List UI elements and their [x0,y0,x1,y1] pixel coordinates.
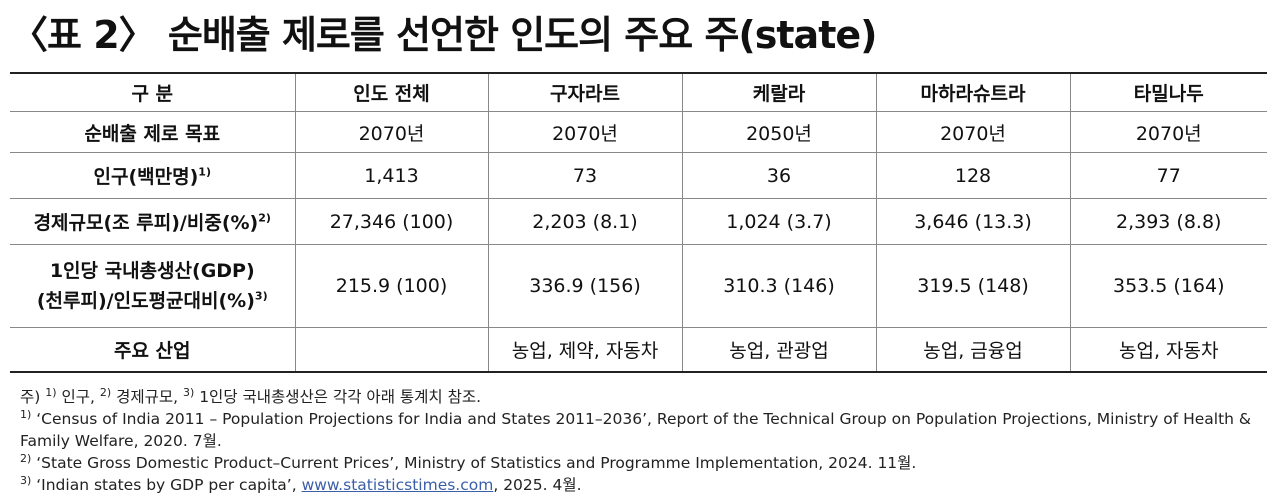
table-cell: 농업, 자동차 [1069,327,1267,373]
column-header: 케랄라 [681,72,877,112]
table-cell: 77 [1069,152,1267,199]
table-cell: 2070년 [1069,111,1267,153]
table-cell: 2,203 (8.1) [487,198,683,245]
table-cell [294,327,489,373]
table-cell: 36 [681,152,877,199]
table-cell: 319.5 (148) [875,244,1071,328]
table-cell: 2070년 [487,111,683,153]
table-cell: 2,393 (8.8) [1069,198,1267,245]
table-cell: 농업, 제약, 자동차 [487,327,683,373]
table-header-row: 구 분 인도 전체 구자라트 케랄라 마하라슈트라 타밀나두 [10,72,1267,112]
footnote-marker: 2) [258,211,271,225]
column-header: 타밀나두 [1069,72,1267,112]
footnote-2: 2) ‘State Gross Domestic Product–Current… [20,451,917,472]
table-cell: 3,646 (13.3) [875,198,1071,245]
table-cell: 2070년 [294,111,489,153]
table-cell: 336.9 (156) [487,244,683,328]
footnote-marker: 1) [198,165,211,179]
table-cell: 1,413 [294,152,489,199]
table-row: 주요 산업 농업, 제약, 자동차 농업, 관광업 농업, 금융업 농업, 자동… [10,327,1267,373]
table-cell: 농업, 관광업 [681,327,877,373]
table-cell: 27,346 (100) [294,198,489,245]
table-cell: 215.9 (100) [294,244,489,328]
column-header: 구자라트 [487,72,683,112]
table-cell: 2070년 [875,111,1071,153]
table-cell: 128 [875,152,1071,199]
footnote-1: 1) ‘Census of India 2011 – Population Pr… [20,407,1252,450]
row-label: 순배출 제로 목표 [10,111,296,153]
column-header: 인도 전체 [294,72,489,112]
table-row: 순배출 제로 목표 2070년 2070년 2050년 2070년 2070년 [10,111,1267,153]
table-row: 1인당 국내총생산(GDP) (천루피)/인도평균대비(%)3) 215.9 (… [10,244,1267,328]
column-header: 마하라슈트라 [875,72,1071,112]
row-label: 1인당 국내총생산(GDP) (천루피)/인도평균대비(%)3) [10,244,296,328]
footnotes: 주) 1) 인구, 2) 경제규모, 3) 1인당 국내총생산은 각각 아래 통… [20,386,1270,496]
row-label: 경제규모(조 루피)/비중(%)2) [10,198,296,245]
footnote-marker: 3) [254,289,268,303]
table-cell: 353.5 (164) [1069,244,1267,328]
row-label: 인구(백만명)1) [10,152,296,199]
page-title: 〈표 2〉 순배출 제로를 선언한 인도의 주요 주(state) [10,13,878,57]
footnote-intro: 주) 1) 인구, 2) 경제규모, 3) 1인당 국내총생산은 각각 아래 통… [20,385,482,406]
table-cell: 73 [487,152,683,199]
row-label: 주요 산업 [10,327,296,373]
table-cell: 310.3 (146) [681,244,877,328]
state-comparison-table: 구 분 인도 전체 구자라트 케랄라 마하라슈트라 타밀나두 순배출 제로 목표… [10,72,1267,373]
table-row: 인구(백만명)1) 1,413 73 36 128 77 [10,152,1267,199]
column-header: 구 분 [10,72,296,112]
table-cell: 2050년 [681,111,877,153]
source-link[interactable]: www.statisticstimes.com [301,476,494,494]
table-cell: 1,024 (3.7) [681,198,877,245]
table-cell: 농업, 금융업 [875,327,1071,373]
footnote-3: 3) ‘Indian states by GDP per capita’, ww… [20,473,582,494]
table-row: 경제규모(조 루피)/비중(%)2) 27,346 (100) 2,203 (8… [10,198,1267,245]
